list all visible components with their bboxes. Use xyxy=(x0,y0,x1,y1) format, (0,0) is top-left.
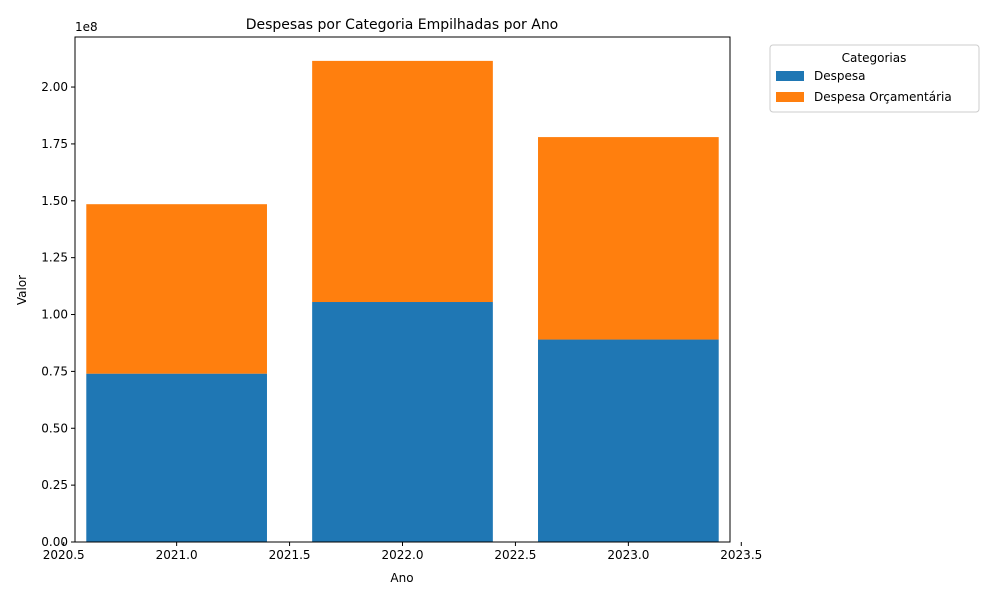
x-tick-label: 2021.0 xyxy=(156,548,198,562)
y-tick-label: 0.75 xyxy=(41,364,68,378)
bar-2023-series-0 xyxy=(538,339,719,542)
bar-2022-series-1 xyxy=(312,60,493,303)
x-tick-label: 2023.0 xyxy=(607,548,649,562)
y-axis-ticks: 0.00 0.25 0.50 0.75 1.00 1.25 1.50 1.75 2.00 xyxy=(41,80,75,549)
legend-swatch-1 xyxy=(776,92,804,102)
y-axis-label: Valor xyxy=(15,275,29,305)
y-tick-label: 2.00 xyxy=(41,80,68,94)
y-tick-label: 1.00 xyxy=(41,308,68,322)
y-tick-label: 0.50 xyxy=(41,421,68,435)
chart-title: Despesas por Categoria Empilhadas por An… xyxy=(246,17,559,33)
x-tick-label: 2023.5 xyxy=(720,548,762,562)
x-axis-ticks: 2020.5 2021.0 2021.5 2022.0 2022.5 2023.0 2023… xyxy=(43,542,762,562)
bar-2023-series-1 xyxy=(538,137,719,340)
y-tick-label: 1.75 xyxy=(41,137,68,151)
legend-swatch-0 xyxy=(776,71,804,81)
x-axis-label: Ano xyxy=(390,571,413,585)
legend-title: Categorias xyxy=(842,51,907,65)
y-tick-label: 0.00 xyxy=(41,535,68,549)
x-tick-label: 2021.5 xyxy=(269,548,311,562)
x-tick-label: 2020.5 xyxy=(43,548,85,562)
y-tick-label: 1.25 xyxy=(41,251,68,265)
legend-label-1: Despesa Orçamentária xyxy=(814,90,952,104)
legend-box xyxy=(769,44,980,113)
legend: Categorias Despesa Despesa Orçamentária xyxy=(769,44,980,113)
x-tick-label: 2022.0 xyxy=(382,548,424,562)
legend-items: Despesa Despesa Orçamentária xyxy=(776,69,952,104)
bars-group xyxy=(86,60,719,542)
y-tick-label: 0.25 xyxy=(41,478,68,492)
bar-2021-series-1 xyxy=(86,204,267,374)
bar-2022-series-0 xyxy=(312,302,493,542)
legend-label-0: Despesa xyxy=(814,69,865,83)
y-tick-label: 1.50 xyxy=(41,194,68,208)
bar-2021-series-0 xyxy=(86,373,267,542)
x-tick-label: 2022.5 xyxy=(494,548,536,562)
y-multiplier-label: 1e8 xyxy=(75,20,98,34)
